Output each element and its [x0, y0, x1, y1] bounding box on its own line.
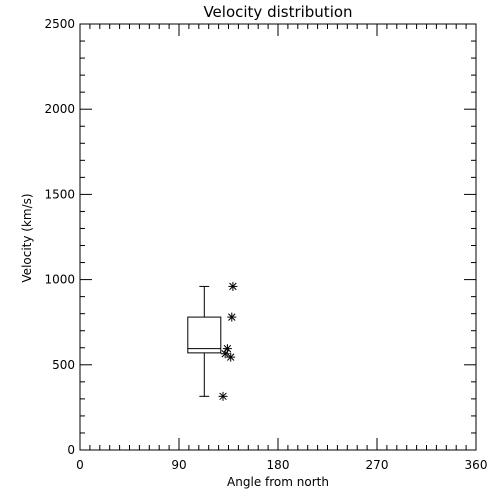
x-tick-label: 180: [267, 458, 290, 472]
plot-frame: [79, 23, 477, 451]
asterisk-stroke: [229, 282, 237, 291]
asterisk-stroke: [228, 313, 236, 321]
y-tick-label: 2500: [44, 17, 75, 31]
y-axis: 0 500 1000 1500 2000 2500: [44, 17, 476, 457]
data-point: [227, 312, 237, 322]
box-iqr: [187, 316, 222, 354]
box-plot: [187, 285, 222, 397]
x-tick-label: 360: [465, 458, 488, 472]
asterisk-stroke: [221, 349, 229, 358]
asterisk-stroke: [226, 353, 235, 361]
y-tick-label: 1000: [44, 273, 75, 287]
x-tick-label: 0: [76, 458, 84, 472]
asterisk-stroke: [219, 392, 227, 401]
data-point: [226, 352, 236, 362]
y-tick-label: 2000: [44, 102, 75, 116]
data-point: [218, 391, 228, 401]
y-tick-label: 0: [67, 443, 75, 457]
y-tick-label: 500: [52, 358, 75, 372]
chart-title: Velocity distribution: [203, 3, 352, 21]
y-axis-title: Velocity (km/s): [20, 193, 34, 282]
x-axis-title: Angle from north: [227, 475, 329, 489]
data-point: [220, 349, 230, 359]
x-tick-label: 90: [171, 458, 186, 472]
x-tick-label: 270: [366, 458, 389, 472]
y-tick-label: 1500: [44, 187, 75, 201]
x-axis: 0 90 180 270 360: [76, 24, 487, 472]
data-point: [228, 281, 238, 291]
outlier-points: [218, 281, 238, 401]
